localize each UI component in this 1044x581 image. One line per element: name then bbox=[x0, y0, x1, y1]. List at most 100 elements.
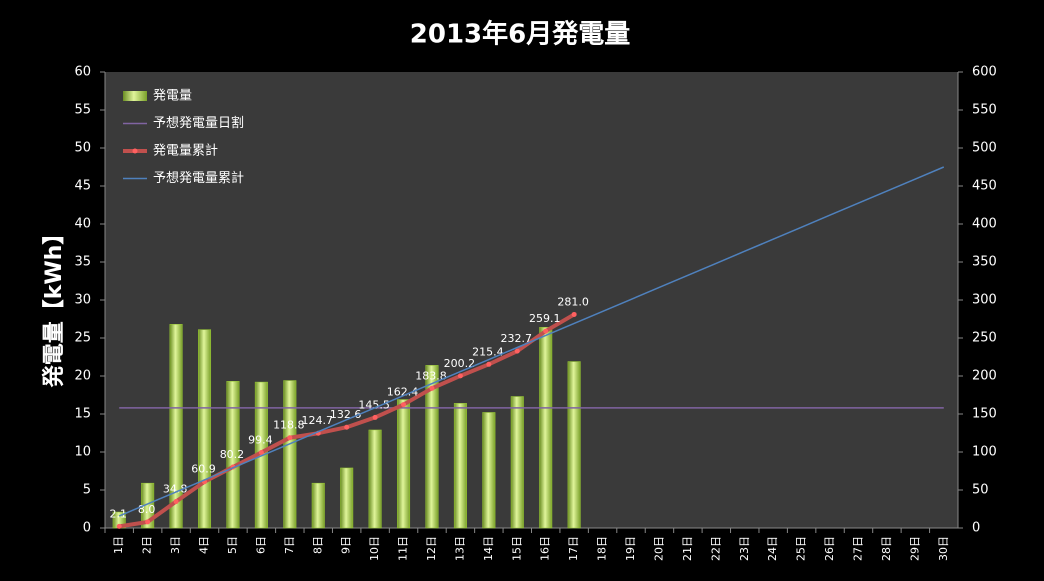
legend-label: 予想発電量日割 bbox=[153, 115, 244, 131]
x-tick-label: 3日 bbox=[169, 536, 182, 554]
x-tick-label: 16日 bbox=[539, 536, 552, 561]
line-marker bbox=[457, 373, 463, 379]
data-label: 215.4 bbox=[472, 345, 504, 358]
line-marker bbox=[173, 499, 179, 505]
data-label: 2.1 bbox=[109, 507, 127, 520]
data-label: 80.2 bbox=[220, 448, 245, 461]
data-label: 281.0 bbox=[557, 295, 589, 308]
x-tick-label: 8日 bbox=[311, 536, 324, 554]
bar bbox=[510, 396, 524, 529]
y-tick-label: 25 bbox=[74, 331, 91, 346]
y2-tick-label: 450 bbox=[972, 179, 997, 194]
x-tick-label: 22日 bbox=[709, 536, 722, 561]
data-label: 259.1 bbox=[529, 312, 561, 325]
data-label: 34.8 bbox=[163, 483, 188, 496]
y-tick-label: 30 bbox=[74, 293, 91, 308]
line-marker bbox=[372, 414, 378, 420]
legend-label: 発電量 bbox=[153, 89, 192, 104]
x-tick-label: 15日 bbox=[510, 536, 523, 561]
x-tick-label: 7日 bbox=[283, 536, 296, 554]
data-label: 162.4 bbox=[387, 386, 419, 399]
x-tick-label: 25日 bbox=[795, 536, 808, 561]
x-tick-label: 28日 bbox=[880, 536, 893, 561]
line-marker bbox=[486, 361, 492, 367]
line-marker bbox=[287, 435, 293, 441]
y-tick-label: 35 bbox=[74, 255, 91, 270]
legend-marker bbox=[132, 148, 138, 154]
data-label: 99.4 bbox=[248, 433, 273, 446]
bar bbox=[397, 399, 411, 529]
y-tick-label: 40 bbox=[74, 217, 91, 232]
bar bbox=[482, 412, 496, 529]
y2-tick-label: 500 bbox=[972, 141, 997, 156]
y2-tick-label: 400 bbox=[972, 217, 997, 232]
bar bbox=[425, 365, 439, 529]
bar bbox=[169, 324, 183, 529]
x-tick-label: 11日 bbox=[397, 536, 410, 561]
legend-swatch bbox=[123, 91, 147, 101]
y2-tick-label: 550 bbox=[972, 103, 997, 118]
data-label: 232.7 bbox=[501, 332, 533, 345]
x-tick-label: 29日 bbox=[908, 536, 921, 561]
x-tick-label: 14日 bbox=[482, 536, 495, 561]
legend-label: 発電量累計 bbox=[153, 143, 218, 159]
data-label: 124.7 bbox=[302, 414, 334, 427]
y-tick-label: 0 bbox=[83, 521, 91, 536]
bar bbox=[340, 467, 354, 529]
line-marker bbox=[145, 519, 151, 525]
data-label: 183.8 bbox=[415, 369, 447, 382]
x-tick-label: 21日 bbox=[681, 536, 694, 561]
line-marker bbox=[116, 523, 122, 529]
y-tick-label: 5 bbox=[83, 483, 91, 498]
data-label: 200.2 bbox=[444, 357, 476, 370]
x-tick-label: 17日 bbox=[567, 536, 580, 561]
bar bbox=[311, 482, 325, 529]
legend-label: 予想発電量累計 bbox=[153, 170, 244, 186]
y2-tick-label: 600 bbox=[972, 65, 997, 80]
y-tick-label: 55 bbox=[74, 103, 91, 118]
bar bbox=[198, 329, 212, 529]
y2-tick-label: 150 bbox=[972, 407, 997, 422]
chart-title: 2013年6月発電量 bbox=[410, 19, 630, 50]
x-tick-label: 19日 bbox=[624, 536, 637, 561]
y-tick-label: 10 bbox=[74, 445, 91, 460]
y-tick-label: 20 bbox=[74, 369, 91, 384]
data-label: 60.9 bbox=[191, 463, 216, 476]
line-marker bbox=[344, 424, 350, 430]
x-tick-label: 13日 bbox=[453, 536, 466, 561]
bar bbox=[567, 361, 581, 529]
y-tick-label: 15 bbox=[74, 407, 91, 422]
x-tick-label: 24日 bbox=[766, 536, 779, 561]
x-tick-label: 2日 bbox=[141, 536, 154, 554]
plot-area bbox=[105, 72, 958, 528]
data-label: 145.5 bbox=[358, 398, 390, 411]
bar bbox=[539, 327, 553, 529]
x-tick-label: 27日 bbox=[851, 536, 864, 561]
x-tick-label: 18日 bbox=[596, 536, 609, 561]
bar bbox=[283, 380, 297, 529]
y2-tick-label: 250 bbox=[972, 331, 997, 346]
y2-tick-label: 200 bbox=[972, 369, 997, 384]
line-marker bbox=[543, 328, 549, 334]
bar bbox=[368, 429, 382, 529]
y-axis-label: 発電量【kWh】 bbox=[42, 223, 67, 389]
data-label: 118.8 bbox=[273, 419, 305, 432]
y-tick-label: 60 bbox=[74, 65, 91, 80]
x-tick-label: 6日 bbox=[254, 536, 267, 554]
x-tick-label: 12日 bbox=[425, 536, 438, 561]
x-tick-label: 10日 bbox=[368, 536, 381, 561]
x-tick-label: 20日 bbox=[652, 536, 665, 561]
x-tick-label: 26日 bbox=[823, 536, 836, 561]
y2-tick-label: 0 bbox=[972, 521, 980, 536]
y2-tick-label: 300 bbox=[972, 293, 997, 308]
y2-tick-label: 50 bbox=[972, 483, 989, 498]
y2-tick-label: 350 bbox=[972, 255, 997, 270]
x-tick-label: 30日 bbox=[937, 536, 950, 561]
bar bbox=[226, 381, 240, 529]
x-tick-label: 9日 bbox=[340, 536, 353, 554]
x-tick-label: 1日 bbox=[112, 536, 125, 554]
line-marker bbox=[401, 402, 407, 408]
line-marker bbox=[258, 449, 264, 455]
line-marker bbox=[514, 348, 520, 354]
